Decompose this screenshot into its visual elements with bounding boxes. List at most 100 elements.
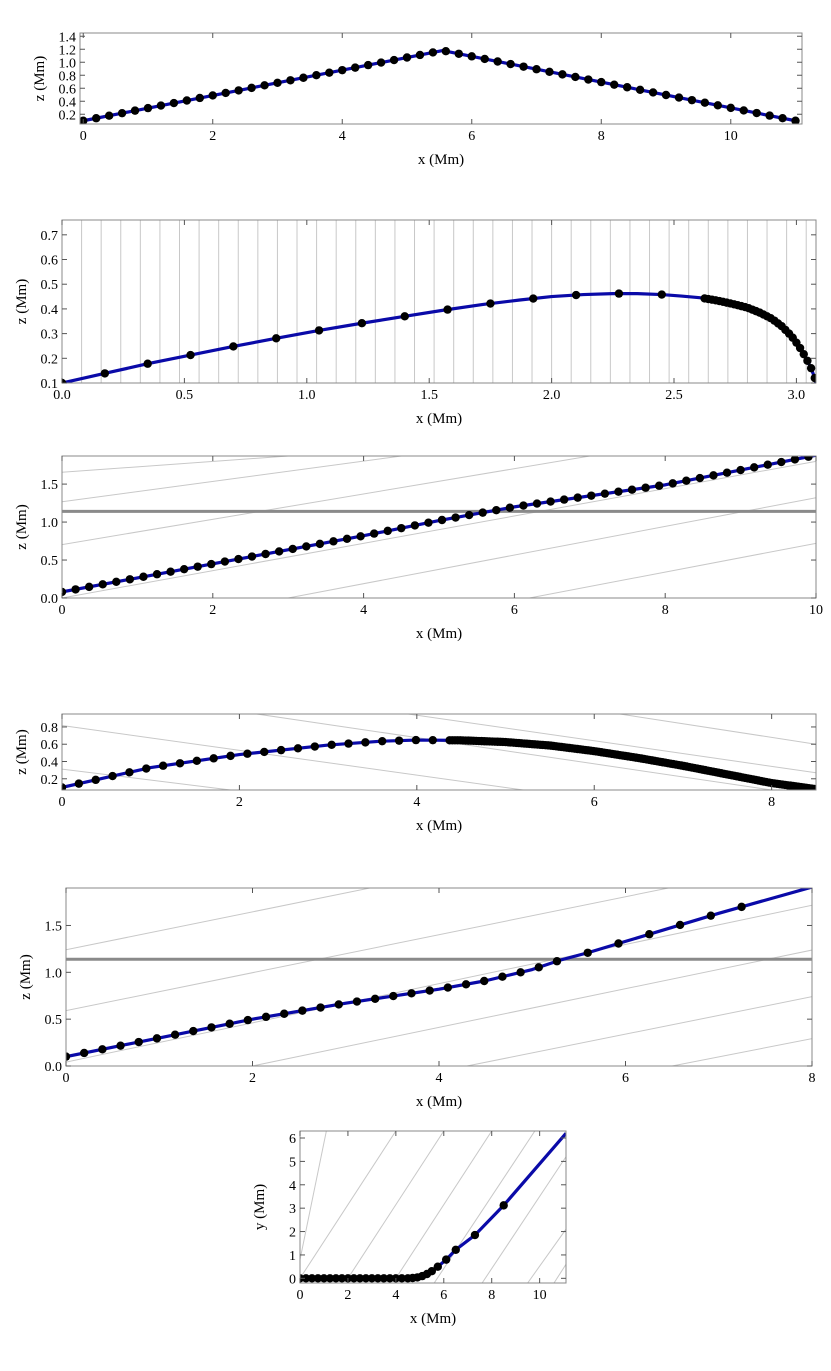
guide-slanted-line [347,1131,445,1279]
data-point [319,1274,329,1283]
data-point [71,585,80,594]
series-line [300,1132,566,1280]
x-tick-label: 4 [392,1288,399,1303]
data-point [169,98,179,108]
data-point [654,481,664,490]
chart-panel-1: 0 2 4 6 8 10 0.20.40.60.81.01.21.4 x (Mm) z (Mm) [32,30,803,168]
data-point [234,554,243,564]
data-point [288,544,297,554]
data-point [313,1274,323,1283]
plot-frame [79,32,803,125]
plot-frame [61,219,817,384]
y-tick-label: 0.2 [41,352,59,367]
data-point [545,67,554,77]
y-tick-label: 1 [289,1249,296,1264]
y-tick-label: 0.4 [59,95,77,110]
data-point [583,948,592,957]
y-tick-label: 0.2 [59,108,77,123]
data-point [112,577,121,587]
data-point [66,1052,71,1061]
data-point [143,103,153,113]
data-point [571,72,580,82]
data-point [587,491,596,500]
data-point [193,562,202,571]
chart-panel-2: 0.0 0.5 1.0 1.5 2.0 2.5 3.0 0.1 0.2 0.3 0.4 0.5 0.6 0… [14,219,817,427]
data-point [344,739,353,748]
data-point [709,471,718,480]
data-point [143,359,152,368]
data-point [276,745,286,755]
plot-area [300,1131,566,1283]
data-point [225,1019,234,1028]
y-tick-label: 3 [289,1202,296,1217]
y-axis-label: z (Mm) [32,56,48,101]
data-point [645,930,654,939]
data-point [433,1262,442,1271]
data-point [226,751,235,761]
data-point [778,113,787,123]
y-tick-label: 2 [289,1226,296,1241]
data-point [737,902,746,912]
guide-slanted-line [616,714,816,745]
data-point [700,98,710,107]
y-tick-label: 1.0 [41,516,59,531]
y-tick-label: 5 [289,1155,296,1170]
data-point [529,294,538,303]
x-axis-label: x (Mm) [416,411,462,427]
x-tick-label: 2 [209,603,216,618]
data-point [142,764,151,773]
data-point [552,957,562,966]
data-point [627,485,637,494]
data-point [182,96,192,105]
guide-slanted-line [300,1131,327,1260]
data-point [736,465,745,475]
data-point [470,1230,480,1240]
data-point [125,575,135,584]
data-point [272,334,281,343]
y-tick-label: 4 [289,1179,296,1194]
guide-slanted-line [62,724,524,790]
y-tick-label: 6 [289,1132,296,1147]
data-point [125,768,134,777]
data-point [622,83,632,92]
data-point [208,91,217,100]
x-axis-label: x (Mm) [416,626,462,642]
data-point [280,1009,289,1018]
y-axis-label: z (Mm) [14,504,30,549]
data-point [91,114,101,123]
data-point [443,305,452,314]
data-point [301,1274,311,1283]
series-line [82,48,796,123]
data-point [351,63,360,72]
guide-slanted-line [66,888,671,1012]
data-point [117,108,127,118]
data-point [331,1274,341,1283]
data-point [307,1274,317,1283]
data-point [327,740,336,750]
data-point [84,582,94,592]
data-point [441,1255,451,1264]
data-point [293,744,303,753]
chart-panel-6: 0 2 4 6 8 10 0 1 2 3 4 5 6 x (Mm) y (Mm) [252,1130,567,1327]
data-point [378,736,387,746]
x-tick-label: 1.0 [298,388,316,403]
y-tick-label: 1.5 [41,478,59,493]
guide-slanted-line [433,1131,536,1283]
data-point [635,85,645,95]
y-tick-label: 0.7 [41,229,59,244]
guide-slanted-line [404,714,816,774]
data-point [428,48,438,57]
data-point [389,55,399,65]
data-point [657,290,666,299]
plot-area [62,220,816,383]
data-point [546,497,555,506]
data-point [674,93,684,102]
x-tick-label: 2.0 [543,388,561,403]
x-tick-label: 0 [63,1071,70,1086]
x-tick-label: 8 [488,1288,495,1303]
x-tick-label: 0 [59,795,66,810]
x-axis-label: x (Mm) [416,818,462,834]
guide-slanted-line [300,1131,397,1279]
data-point [499,1201,508,1210]
x-tick-label: 8 [598,129,605,144]
